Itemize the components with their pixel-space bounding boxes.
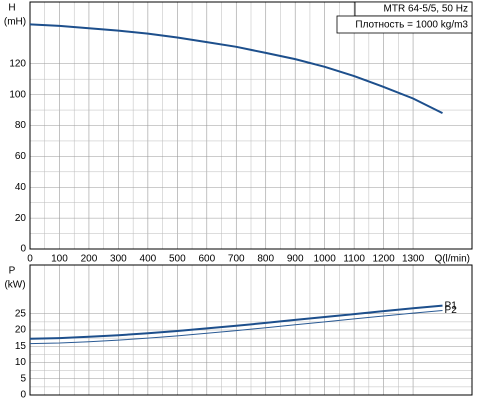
- y-axis-unit: (mH): [4, 17, 26, 28]
- x-axis-label: Q(l/min): [434, 254, 470, 265]
- y-tick-label: 20: [15, 325, 27, 336]
- y-tick-label: 100: [9, 89, 26, 100]
- data-line: [29, 23, 443, 114]
- y-axis-unit: (kW): [4, 280, 25, 291]
- x-tick-label: 1300: [402, 254, 425, 265]
- x-tick-label: 1000: [314, 254, 337, 265]
- x-tick-label: 100: [51, 254, 68, 265]
- x-tick-label: 600: [198, 254, 215, 265]
- y-tick-label: 60: [15, 151, 27, 162]
- x-tick-label: 500: [169, 254, 186, 265]
- x-tick-label: 300: [110, 254, 127, 265]
- y-tick-label: 15: [15, 341, 27, 352]
- chart-subtitle: Плотность = 1000 kg/m3: [355, 20, 468, 31]
- series-label: P2: [445, 305, 458, 316]
- plot-frame: [29, 1, 473, 250]
- legend-box: [336, 15, 473, 34]
- y-tick-label: 0: [20, 244, 26, 255]
- y-tick-label: 80: [15, 120, 27, 131]
- x-tick-label: 400: [140, 254, 157, 265]
- x-tick-label: 700: [228, 254, 245, 265]
- x-tick-label: 1100: [343, 254, 365, 265]
- y-tick-label: 120: [9, 58, 26, 69]
- x-tick-label: 0: [27, 254, 33, 265]
- y-axis-label: H: [8, 3, 15, 14]
- y-tick-label: 40: [15, 182, 27, 193]
- y-tick-label: 0: [20, 390, 26, 400]
- chart-title: MTR 64-5/5, 50 Hz: [384, 4, 468, 15]
- y-tick-label: 25: [15, 308, 27, 319]
- y-tick-label: 10: [15, 357, 27, 368]
- x-tick-label: 200: [81, 254, 98, 265]
- x-tick-label: 1200: [372, 254, 395, 265]
- data-line: [29, 310, 443, 345]
- plot-frame: [29, 264, 473, 396]
- data-line: [29, 304, 443, 340]
- y-tick-label: 20: [15, 213, 27, 224]
- y-tick-label: 5: [20, 373, 26, 384]
- x-tick-label: 800: [257, 254, 274, 265]
- y-axis-label: P: [9, 266, 16, 277]
- series-label: P1: [445, 300, 458, 311]
- x-tick-label: 900: [287, 254, 304, 265]
